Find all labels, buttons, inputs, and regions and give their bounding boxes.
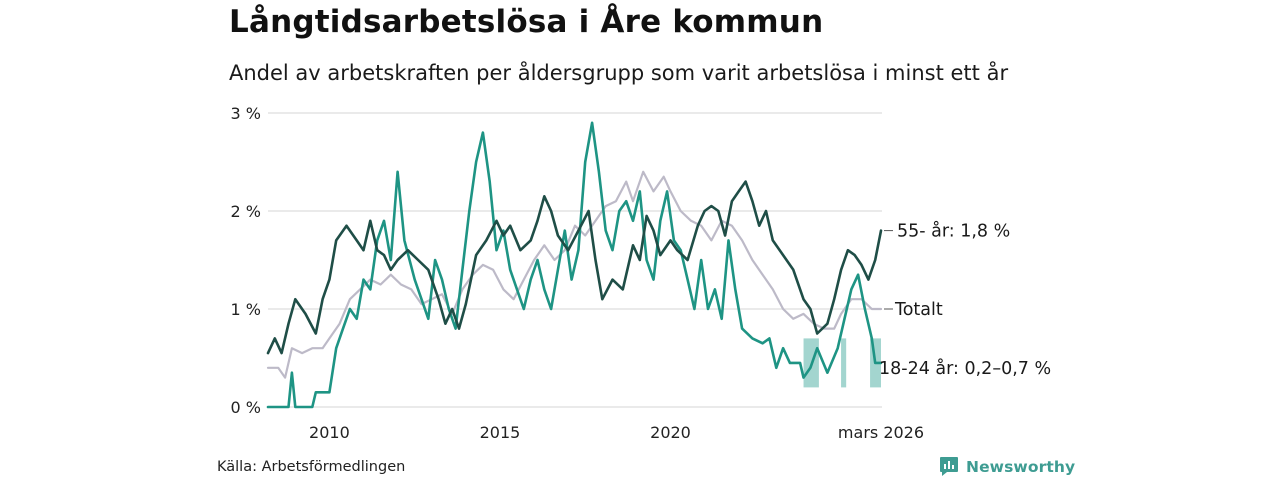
x-tick-label: 2015 [480, 423, 521, 442]
series-line-18-24-r [266, 121, 883, 409]
chart-subtitle: Andel av arbetskraften per åldersgrupp s… [229, 61, 1009, 85]
band-segment [841, 338, 847, 388]
x-axis-tick-labels: 2010 2015 2020 mars 2026 [309, 423, 924, 442]
series-line-totalt [266, 170, 883, 379]
y-tick-label: 0 % [231, 398, 261, 417]
newsworthy-logo[interactable]: Newsworthy [939, 456, 1075, 477]
end-label: Totalt [894, 300, 943, 320]
uncertainty-band-18-24 [803, 338, 881, 388]
newsworthy-wordmark: Newsworthy [966, 457, 1076, 476]
y-tick-label: 1 % [231, 300, 261, 319]
newsworthy-icon [940, 457, 958, 476]
y-tick-label: 3 % [231, 104, 261, 123]
x-tick-label: 2020 [650, 423, 691, 442]
x-tick-label: mars 2026 [838, 423, 924, 442]
source-note: Källa: Arbetsförmedlingen [217, 459, 406, 475]
end-label: 55- år: 1,8 % [897, 221, 1010, 242]
chart-title: Långtidsarbetslösa i Åre kommun [229, 4, 824, 40]
grid-lines [268, 112, 882, 408]
series-end-labels: 55- år: 1,8 % Totalt 18-24 år: 0,2–0,7 % [879, 221, 1051, 379]
end-label: 18-24 år: 0,2–0,7 % [879, 358, 1051, 379]
y-axis-tick-labels: 0 % 1 % 2 % 3 % [231, 104, 261, 417]
y-tick-label: 2 % [231, 202, 261, 221]
x-tick-label: 2010 [309, 423, 350, 442]
series-lines [266, 121, 883, 409]
series-line-55-r [266, 180, 883, 355]
